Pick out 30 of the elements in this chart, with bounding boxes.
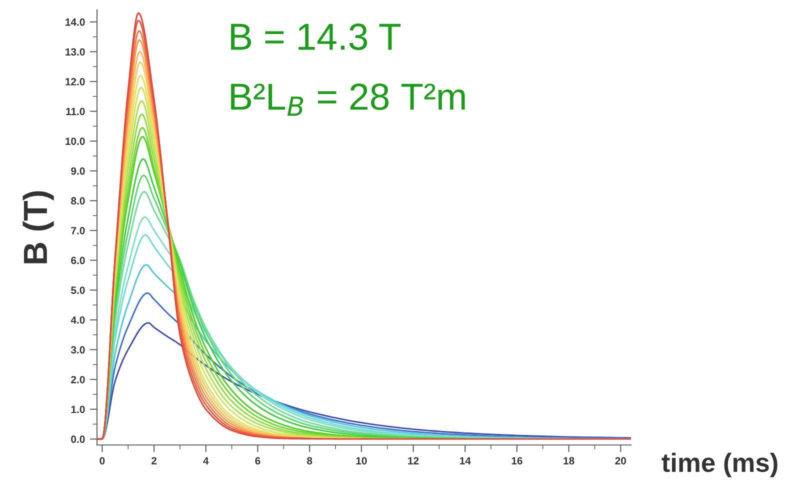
y-tick-label: 6.0	[71, 256, 85, 264]
x-tick-label: 8	[306, 457, 312, 464]
x-tick-label: 12	[408, 457, 419, 464]
y-tick-label: 1.0	[71, 406, 85, 414]
x-tick-label: 4	[203, 457, 209, 464]
y-tick-label: 5.0	[71, 286, 85, 294]
y-axis-title: B (T)	[22, 191, 54, 264]
y-tick-label: 3.0	[70, 346, 85, 354]
x-tick-label: 6	[255, 457, 260, 464]
x-tick-label: 18	[564, 457, 574, 464]
y-tick-label: 14.0	[66, 18, 85, 26]
annotation: B²L$_{B}$ = 28 T²m	[231, 83, 465, 116]
x-tick-label: 10	[356, 457, 367, 464]
y-tick-label: 2.0	[71, 376, 85, 384]
y-tick-label: 10.0	[66, 138, 85, 145]
y-tick-label: 9.0	[71, 167, 85, 175]
annotation: B = 14.3 T	[231, 24, 401, 50]
y-tick-label: 4.0	[70, 316, 85, 324]
x-tick-label: 2	[151, 457, 157, 464]
y-tick-label: 13.0	[66, 48, 85, 56]
y-tick-label: 8.0	[71, 197, 85, 205]
x-tick-label: 14	[460, 457, 471, 464]
x-tick-label: 16	[512, 457, 522, 464]
y-tick-label: 7.0	[71, 226, 85, 234]
y-tick-label: 12.0	[66, 78, 85, 86]
x-axis-title: time (ms)	[662, 452, 778, 478]
x-tick-label: 0	[100, 457, 105, 464]
y-tick-label: 0.0	[71, 436, 85, 443]
y-tick-label: 11.0	[66, 108, 85, 116]
x-tick-label: 20	[615, 457, 626, 464]
